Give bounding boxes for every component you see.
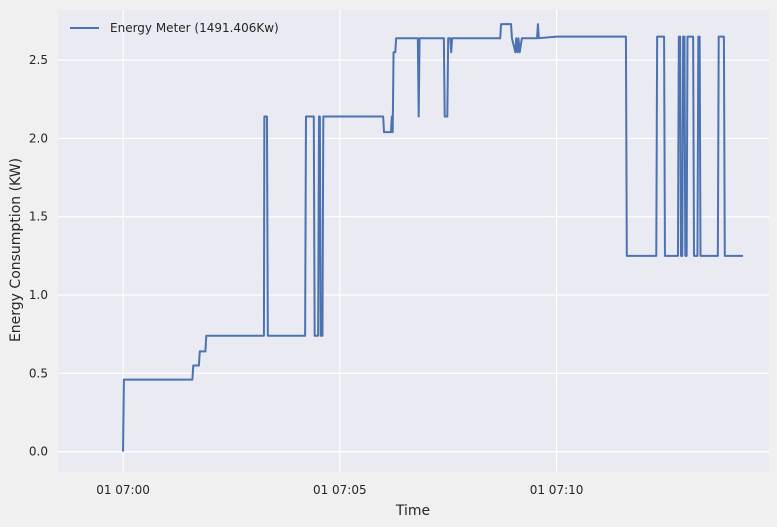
y-tick-label: 2.5 [29, 53, 48, 67]
x-tick-label: 01 07:00 [96, 483, 150, 497]
series-layer [122, 23, 743, 452]
ticks: 0.0 0.5 1.0 1.5 2.0 2.5 01 07:00 01 07:05 01 07:… [29, 53, 583, 497]
legend: Energy Meter (1491.406Kw) [70, 21, 279, 35]
y-tick-label: 0.5 [29, 366, 48, 380]
y-axis-label: Energy Consumption (KW) [8, 158, 24, 342]
x-axis-label: Time [395, 503, 430, 519]
y-tick-label: 0.0 [29, 445, 48, 459]
grid [58, 10, 769, 472]
series-line-energy-meter [122, 23, 743, 452]
legend-label: Energy Meter (1491.406Kw) [110, 21, 279, 35]
x-tick-label: 01 07:10 [530, 483, 584, 497]
plot-background [58, 10, 769, 472]
y-tick-label: 2.0 [29, 131, 48, 145]
y-tick-label: 1.5 [29, 210, 48, 224]
y-tick-label: 1.0 [29, 288, 48, 302]
x-tick-label: 01 07:05 [313, 483, 367, 497]
